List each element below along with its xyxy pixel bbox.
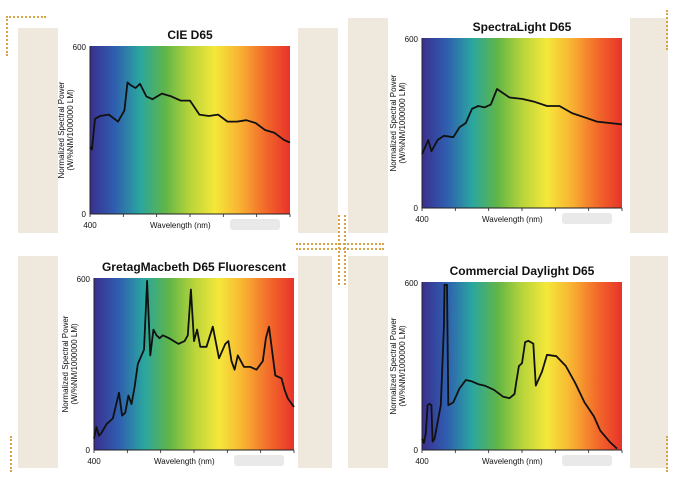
cie-svg: CIE D65 600 0 400 Wavelength (nm) Normalized …	[57, 28, 291, 230]
spectralight-watermark-smudge	[562, 213, 612, 224]
deco-panel-right-top-a	[298, 28, 338, 233]
spectralight-y-tick-label: 0	[414, 204, 419, 213]
chart-cie-d65: CIE D65 600 0 400 Wavelength (nm) Normalized …	[40, 24, 300, 236]
dotted-accent-center-v2	[344, 215, 346, 285]
deco-panel-right-bottom	[348, 256, 388, 468]
spectralight-x-tick-label: 400	[415, 215, 429, 224]
spectralight-title: SpectraLight D65	[473, 20, 572, 34]
cie-spectrum-background	[90, 46, 290, 214]
gretag-watermark-smudge	[234, 455, 284, 466]
cie-watermark-smudge	[230, 219, 280, 230]
dotted-accent-bottom-right-v	[666, 436, 668, 472]
commercial-y-tick-label: 600	[405, 279, 419, 288]
dotted-accent-center-h	[296, 243, 384, 245]
gretag-svg: GretagMacbeth D65 Fluorescent 600 0 400 Wave…	[61, 260, 295, 466]
deco-panel-left-top	[18, 28, 58, 233]
dotted-accent-top-left	[6, 16, 46, 18]
commercial-y-tick-label: 0	[414, 446, 419, 455]
dotted-accent-top-right-v	[666, 10, 668, 50]
commercial-x-tick-label: 400	[415, 457, 429, 466]
cie-y-tick-label: 600	[73, 43, 87, 52]
dotted-accent-center-h2	[296, 248, 384, 250]
deco-panel-mid-bottom	[298, 256, 332, 468]
gretag-title: GretagMacbeth D65 Fluorescent	[102, 260, 286, 274]
commercial-y-axis-label: (W/%NM/1000000 LM)	[398, 325, 407, 407]
gretag-x-tick-label: 400	[87, 457, 101, 466]
cie-title: CIE D65	[167, 28, 213, 42]
commercial-watermark-smudge	[562, 455, 612, 466]
spectralight-spectrum-background	[422, 38, 622, 208]
spectralight-y-axis-label: Normalized Spectral Power	[389, 74, 398, 171]
deco-panel-left-bottom	[18, 256, 58, 468]
deco-panel-far-right-top	[630, 18, 668, 233]
gretag-y-tick-label: 600	[77, 275, 91, 284]
spectralight-spd-curve	[421, 88, 623, 155]
gretag-y-axis-label: Normalized Spectral Power	[61, 315, 70, 412]
gretag-spectrum-background	[94, 278, 294, 450]
cie-spd-curve	[89, 81, 291, 151]
commercial-y-axis-label: Normalized Spectral Power	[389, 317, 398, 414]
cie-y-axis-label: (W/%NM/1000000 LM)	[66, 89, 75, 171]
gretag-y-axis-label: (W/%NM/1000000 LM)	[70, 323, 79, 405]
commercial-x-axis-label: Wavelength (nm)	[482, 457, 543, 466]
chart-gretagmacbeth-d65-fluorescent: GretagMacbeth D65 Fluorescent 600 0 400 Wave…	[44, 256, 304, 468]
cie-y-axis-label: Normalized Spectral Power	[57, 81, 66, 178]
chart-commercial-daylight-d65: Commercial Daylight D65 600 0 400 Wavelength…	[370, 260, 640, 472]
gretag-x-axis-label: Wavelength (nm)	[154, 457, 215, 466]
dotted-accent-center-v	[338, 215, 340, 285]
gretag-spd-curve	[93, 279, 295, 439]
commercial-spd-curve	[421, 283, 618, 450]
commercial-svg: Commercial Daylight D65 600 0 400 Wavelength…	[389, 264, 623, 466]
deco-panel-right-top-b	[348, 18, 388, 233]
cie-x-axis-label: Wavelength (nm)	[150, 221, 211, 230]
cie-y-tick-label: 0	[82, 210, 87, 219]
spectralight-svg: SpectraLight D65 600 0 400 Wavelength (nm) No…	[389, 20, 623, 224]
commercial-spectrum-background	[422, 282, 622, 450]
chart-spectralight-d65: SpectraLight D65 600 0 400 Wavelength (nm) No…	[370, 18, 640, 233]
spectralight-x-axis-label: Wavelength (nm)	[482, 215, 543, 224]
dotted-accent-bottom-left-v	[10, 436, 12, 472]
cie-x-tick-label: 400	[83, 221, 97, 230]
spectralight-y-tick-label: 600	[405, 35, 419, 44]
spectralight-y-axis-label: (W/%NM/1000000 LM)	[398, 82, 407, 164]
commercial-title: Commercial Daylight D65	[450, 264, 595, 278]
deco-panel-far-right-bottom	[630, 256, 668, 468]
dotted-accent-top-left-v	[6, 16, 8, 56]
gretag-y-tick-label: 0	[86, 446, 91, 455]
